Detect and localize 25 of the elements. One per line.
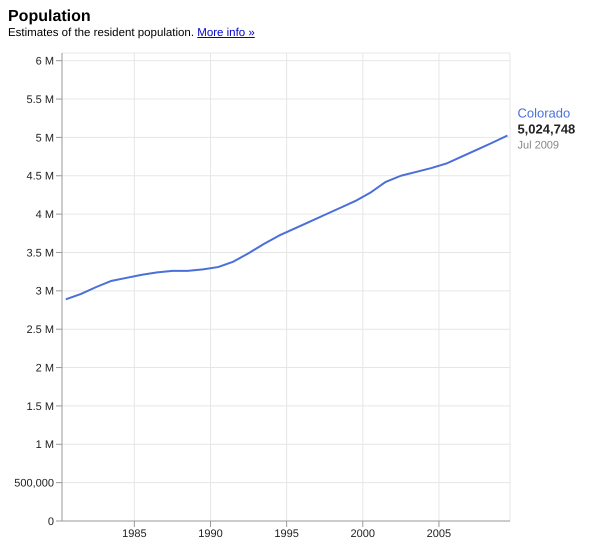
y-tick-label: 1 M [36, 439, 54, 452]
y-tick-label: 4 M [36, 209, 54, 222]
data-label: 5,024,748 [517, 121, 576, 136]
series-label: Colorado [517, 105, 570, 120]
x-tick-label: 2000 [350, 528, 376, 540]
annotation: Jul 2009 [517, 139, 560, 152]
y-tick-label: 2.5 M [26, 324, 54, 336]
y-tick-label: 1.5 M [26, 400, 54, 413]
y-tick-label: 4.5 M [26, 170, 54, 183]
y-tick-label: 6 M [36, 56, 54, 68]
y-tick-label: 3.5 M [26, 247, 54, 260]
x-tick-label: 2005 [426, 528, 452, 540]
y-tick-label: 3 M [36, 286, 54, 298]
x-tick-label: 1995 [274, 528, 299, 540]
x-tick-label: 1990 [198, 528, 223, 540]
y-tick-label: 0 [48, 516, 54, 528]
y-tick-label: 2 M [36, 362, 54, 374]
chart-title: Population [8, 8, 92, 26]
text: More info » [197, 27, 255, 39]
y-tick-label: 5.5 M [26, 94, 54, 106]
line-series [64, 134, 508, 300]
chart-subtitle: Estimates of the resident population. [8, 27, 196, 39]
y-tick-label: 500,000 [14, 478, 54, 490]
x-tick-label: 1985 [122, 528, 147, 540]
y-tick-label: 5 M [36, 132, 54, 144]
